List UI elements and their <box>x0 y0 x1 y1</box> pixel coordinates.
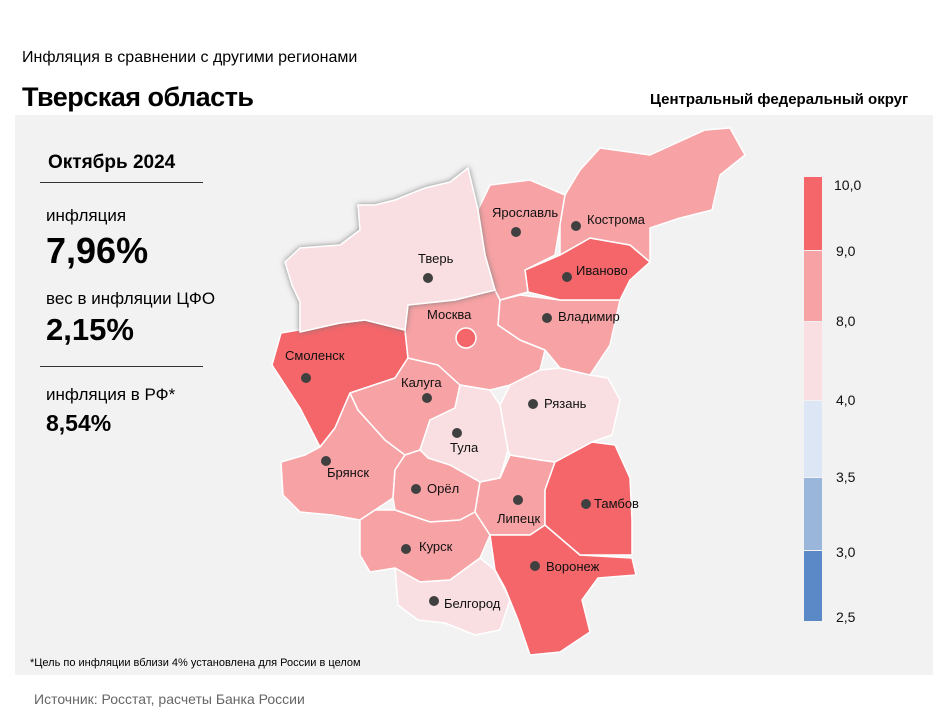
city-label-voronezh: Воронеж <box>546 559 600 574</box>
page-title: Тверская область <box>22 82 254 112</box>
rf-inflation-value: 8,54% <box>46 410 112 436</box>
city-dot-voronezh <box>530 561 540 571</box>
city-dot-tula <box>452 428 462 438</box>
legend-tick: 3,0 <box>836 544 856 560</box>
city-dot-tver <box>423 273 433 283</box>
city-dot-kursk <box>401 544 411 554</box>
legend-bin-4-8 <box>804 322 822 400</box>
weight-value: 2,15% <box>46 312 134 347</box>
region-kostroma[interactable] <box>559 127 746 263</box>
city-dot-vladimir <box>542 313 552 323</box>
city-label-kursk: Курск <box>419 539 453 554</box>
legend-bin-2.5-3 <box>804 551 822 621</box>
legend-tick: 9,0 <box>836 243 856 259</box>
city-label-ryazan: Рязань <box>544 396 587 411</box>
city-dot-tambov <box>581 499 591 509</box>
city-label-tambov: Тамбов <box>594 496 639 511</box>
city-label-smolensk: Смоленск <box>285 348 345 363</box>
legend-bin-8-9 <box>804 251 822 321</box>
region-tver[interactable] <box>284 167 496 333</box>
city-label-tver: Тверь <box>418 251 454 266</box>
city-label-kostroma: Кострома <box>587 212 646 227</box>
rf-inflation-label: инфляция в РФ* <box>46 385 176 404</box>
footnote: *Цель по инфляции вблизи 4% установлена … <box>30 657 361 669</box>
city-dot-kostroma <box>571 221 581 231</box>
city-label-kaluga: Калуга <box>401 375 442 390</box>
legend-tick: 2,5 <box>836 609 856 625</box>
divider <box>40 366 203 367</box>
city-label-belgorod: Белгород <box>444 596 501 611</box>
city-dot-lipetsk <box>513 495 523 505</box>
legend-bin-3-3.5 <box>804 478 822 550</box>
city-label-orel: Орёл <box>427 481 459 496</box>
legend-bin-3.5-4 <box>804 401 822 477</box>
city-dot-ivanovo <box>562 272 572 282</box>
color-legend: 10,0 9,0 8,0 4,0 3,5 3,0 2,5 <box>804 177 861 625</box>
weight-label: вес в инфляции ЦФО <box>46 289 216 308</box>
legend-bin-9-10 <box>804 177 822 250</box>
region-belgorod[interactable] <box>394 557 511 636</box>
city-dot-yaroslavl <box>511 227 521 237</box>
region-ryazan[interactable] <box>499 367 621 463</box>
city-label-bryansk: Брянск <box>327 465 369 480</box>
city-label-vladimir: Владимир <box>558 309 620 324</box>
legend-tick: 8,0 <box>836 313 856 329</box>
city-dot-orel <box>411 484 421 494</box>
legend-tick: 3,5 <box>836 469 856 485</box>
city-label-ivanovo: Иваново <box>576 263 628 278</box>
map-subtitle: Инфляция в сравнении с другими регионами <box>22 49 358 66</box>
divider <box>40 182 203 183</box>
district-name: Центральный федеральный округ <box>650 91 909 108</box>
city-dot-bryansk <box>321 456 331 466</box>
period-label: Октябрь 2024 <box>48 152 176 173</box>
city-dot-ryazan <box>528 399 538 409</box>
source-note: Источник: Росстат, расчеты Банка России <box>34 691 305 707</box>
city-label-moscow: Москва <box>427 307 472 322</box>
legend-tick: 4,0 <box>836 392 856 408</box>
legend-tick: 10,0 <box>834 177 861 193</box>
city-dot-kaluga <box>422 393 432 403</box>
moscow-marker <box>455 327 477 349</box>
inflation-value: 7,96% <box>46 230 149 271</box>
city-dot-belgorod <box>429 596 439 606</box>
city-label-lipetsk: Липецк <box>497 511 541 526</box>
city-dot-smolensk <box>301 373 311 383</box>
inflation-label: инфляция <box>46 206 127 225</box>
city-label-tula: Тула <box>450 440 479 455</box>
city-label-yaroslavl: Ярославль <box>492 205 558 220</box>
